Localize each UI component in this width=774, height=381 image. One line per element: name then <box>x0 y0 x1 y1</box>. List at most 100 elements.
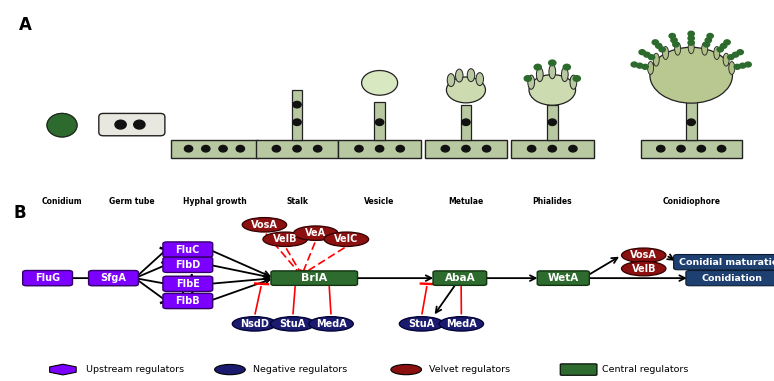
Circle shape <box>677 146 685 152</box>
Circle shape <box>639 50 646 54</box>
Circle shape <box>482 146 491 152</box>
Text: AbaA: AbaA <box>444 273 475 283</box>
Circle shape <box>396 146 404 152</box>
Text: Vesicle: Vesicle <box>365 197 395 206</box>
Ellipse shape <box>399 317 444 331</box>
Circle shape <box>745 62 752 67</box>
Text: FluC: FluC <box>176 245 200 255</box>
Ellipse shape <box>702 42 707 55</box>
Text: Upstream regulators: Upstream regulators <box>86 365 184 374</box>
Circle shape <box>115 120 126 129</box>
FancyBboxPatch shape <box>292 90 303 140</box>
Text: NsdD: NsdD <box>240 319 269 329</box>
Ellipse shape <box>447 74 455 86</box>
Text: Conidiophore: Conidiophore <box>663 197 720 206</box>
FancyBboxPatch shape <box>255 140 338 157</box>
Ellipse shape <box>561 67 568 82</box>
Circle shape <box>739 63 746 68</box>
Text: VosA: VosA <box>630 250 657 260</box>
Ellipse shape <box>648 61 653 74</box>
Circle shape <box>705 38 711 43</box>
Text: VelC: VelC <box>334 234 358 244</box>
Ellipse shape <box>456 69 463 82</box>
Text: VelB: VelB <box>273 234 297 244</box>
Ellipse shape <box>263 232 307 247</box>
Circle shape <box>134 120 145 129</box>
Circle shape <box>673 42 679 47</box>
FancyBboxPatch shape <box>433 271 487 285</box>
Ellipse shape <box>622 248 666 263</box>
Circle shape <box>293 101 301 108</box>
Circle shape <box>569 146 577 152</box>
Ellipse shape <box>232 317 276 331</box>
Ellipse shape <box>242 218 286 232</box>
Text: Metulae: Metulae <box>448 197 484 206</box>
Text: WetA: WetA <box>548 273 579 283</box>
Circle shape <box>732 52 738 57</box>
Circle shape <box>462 119 470 125</box>
Text: A: A <box>19 16 32 34</box>
Circle shape <box>717 47 724 52</box>
Text: Velvet regulators: Velvet regulators <box>430 365 510 374</box>
FancyBboxPatch shape <box>511 140 594 157</box>
FancyBboxPatch shape <box>163 276 213 291</box>
Circle shape <box>631 62 638 67</box>
Text: FluG: FluG <box>35 273 60 283</box>
Text: SfgA: SfgA <box>101 273 126 283</box>
Ellipse shape <box>309 317 353 331</box>
Circle shape <box>724 40 730 45</box>
Text: Stalk: Stalk <box>286 197 308 206</box>
Ellipse shape <box>528 75 535 89</box>
Circle shape <box>707 34 714 38</box>
Circle shape <box>644 52 650 57</box>
FancyBboxPatch shape <box>641 140 741 157</box>
Ellipse shape <box>536 67 543 82</box>
Ellipse shape <box>476 73 484 86</box>
FancyBboxPatch shape <box>673 255 774 270</box>
Circle shape <box>534 64 541 70</box>
Text: Conidial maturation: Conidial maturation <box>679 258 774 267</box>
Ellipse shape <box>570 75 577 89</box>
Text: StuA: StuA <box>409 319 435 329</box>
Ellipse shape <box>214 364 245 375</box>
Ellipse shape <box>529 75 576 105</box>
Ellipse shape <box>439 317 484 331</box>
Circle shape <box>652 40 659 45</box>
FancyBboxPatch shape <box>686 98 697 140</box>
Circle shape <box>636 63 643 68</box>
Circle shape <box>293 119 301 125</box>
Circle shape <box>649 55 655 60</box>
Circle shape <box>734 64 741 69</box>
FancyBboxPatch shape <box>88 271 139 286</box>
Ellipse shape <box>650 47 732 103</box>
Circle shape <box>704 42 710 47</box>
Text: VeA: VeA <box>305 228 327 238</box>
Circle shape <box>313 146 322 152</box>
Ellipse shape <box>723 53 729 66</box>
Circle shape <box>202 146 210 152</box>
Ellipse shape <box>391 364 422 375</box>
Text: MedA: MedA <box>316 319 347 329</box>
Text: VelB: VelB <box>632 264 656 274</box>
Circle shape <box>375 146 384 152</box>
Circle shape <box>524 76 532 81</box>
Text: FlbB: FlbB <box>176 296 200 306</box>
Text: Hyphal growth: Hyphal growth <box>183 197 246 206</box>
Circle shape <box>549 60 556 66</box>
Ellipse shape <box>729 61 735 74</box>
Text: Conidiation: Conidiation <box>701 274 762 283</box>
Circle shape <box>236 146 245 152</box>
Text: Phialides: Phialides <box>533 197 572 206</box>
Ellipse shape <box>663 46 669 59</box>
FancyBboxPatch shape <box>22 271 73 286</box>
Text: Central regulators: Central regulators <box>601 365 688 374</box>
FancyBboxPatch shape <box>163 257 213 272</box>
FancyBboxPatch shape <box>560 364 597 375</box>
Text: Negative regulators: Negative regulators <box>253 365 348 374</box>
Ellipse shape <box>324 232 368 247</box>
Text: B: B <box>14 204 26 222</box>
FancyBboxPatch shape <box>271 271 358 285</box>
Text: BrlA: BrlA <box>301 273 327 283</box>
Circle shape <box>528 146 536 152</box>
Circle shape <box>688 36 694 41</box>
